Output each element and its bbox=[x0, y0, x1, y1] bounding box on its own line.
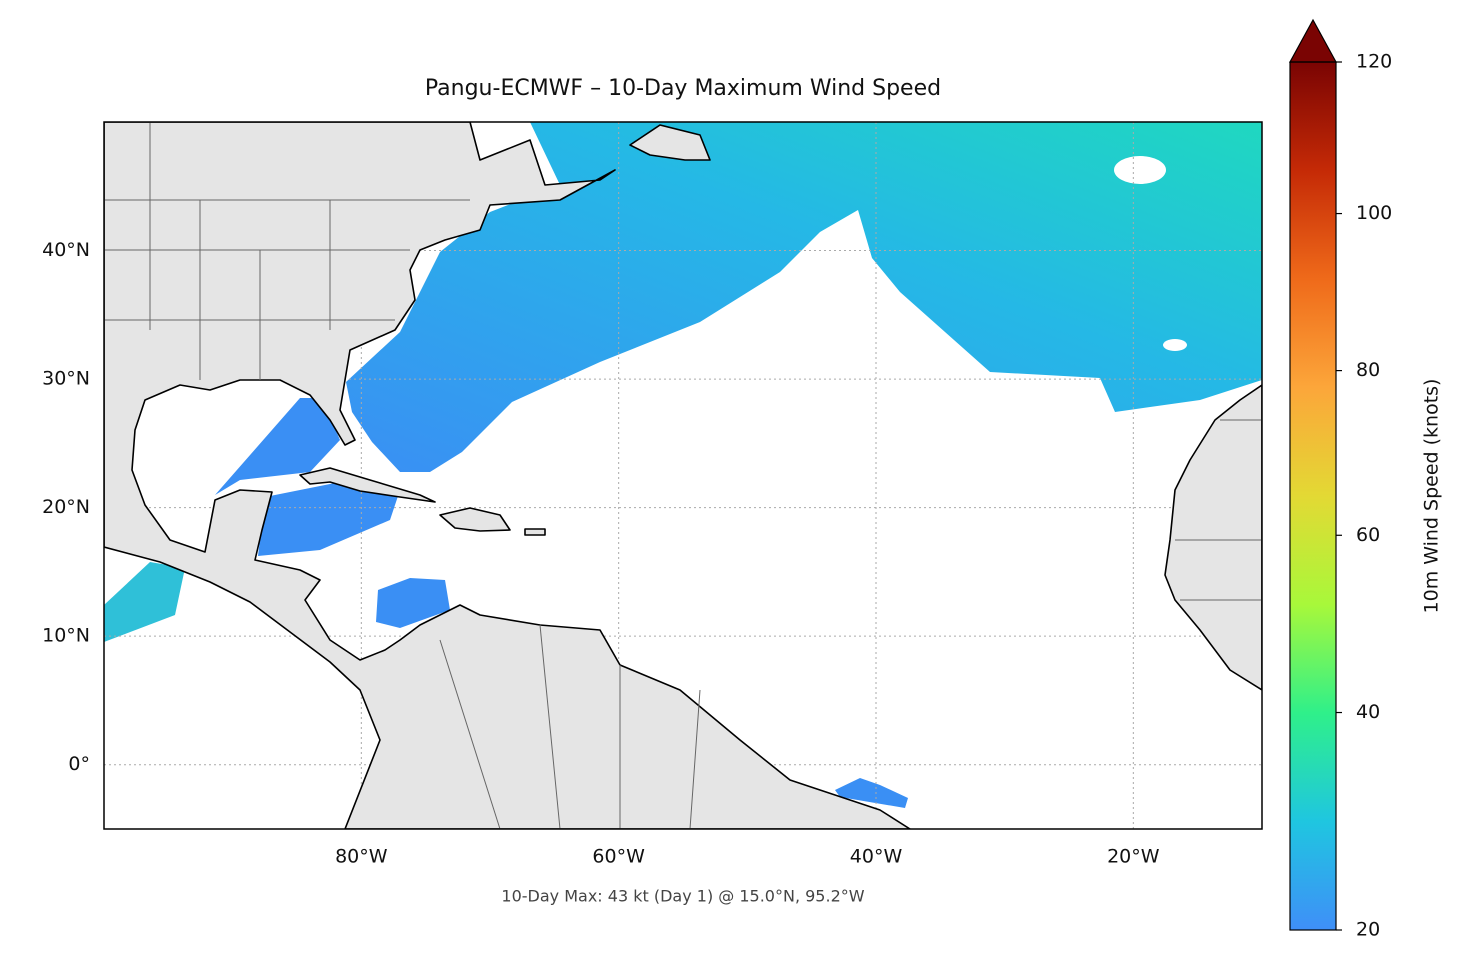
wind-caribbean bbox=[258, 478, 400, 556]
wind-gulf bbox=[215, 398, 340, 495]
cuba bbox=[299, 467, 436, 503]
americas bbox=[104, 122, 911, 829]
wind-patch bbox=[835, 778, 908, 808]
wind-field bbox=[104, 122, 1262, 808]
y-tick-label: 20°N bbox=[42, 496, 90, 518]
colorbar-extend bbox=[1288, 18, 1338, 63]
colorbar-label: 10m Wind Speed (knots) bbox=[1421, 379, 1443, 614]
colorbar-tick-label: 120 bbox=[1356, 51, 1392, 73]
wind-pacific bbox=[104, 562, 185, 642]
colorbar bbox=[1290, 62, 1336, 930]
x-tick-label: 60°W bbox=[592, 846, 645, 868]
map-layers bbox=[104, 122, 1262, 829]
wind-gap bbox=[782, 276, 818, 304]
colorbar-tick-label: 60 bbox=[1356, 524, 1380, 546]
hispaniola bbox=[439, 507, 511, 532]
y-tick-label: 30°N bbox=[42, 368, 90, 390]
y-tick-label: 40°N bbox=[42, 239, 90, 261]
newfoundland bbox=[629, 124, 711, 161]
colorbar-tick-label: 80 bbox=[1356, 359, 1380, 381]
wind-swath bbox=[346, 122, 1262, 472]
colorbar-tick-label: 100 bbox=[1356, 202, 1392, 224]
grid bbox=[104, 122, 1262, 829]
y-tick-label: 10°N bbox=[42, 625, 90, 647]
map-frame bbox=[103, 121, 1263, 830]
x-tick-label: 20°W bbox=[1107, 846, 1160, 868]
x-tick-label: 80°W bbox=[335, 846, 388, 868]
colorbar-tick-label: 20 bbox=[1356, 919, 1380, 941]
puerto-rico bbox=[524, 528, 546, 536]
wind-gap bbox=[1163, 339, 1187, 351]
colorbar-tick-label: 40 bbox=[1356, 701, 1380, 723]
chart-title: Pangu-ECMWF – 10-Day Maximum Wind Speed bbox=[425, 76, 941, 101]
wind-patch bbox=[376, 578, 450, 628]
wind-gap bbox=[1114, 156, 1166, 184]
y-tick-label: 0° bbox=[68, 753, 90, 775]
land bbox=[104, 122, 1262, 829]
x-tick-label: 40°W bbox=[850, 846, 903, 868]
borders bbox=[104, 122, 1262, 829]
africa bbox=[1164, 384, 1262, 691]
annotation: 10-Day Max: 43 kt (Day 1) @ 15.0°N, 95.2… bbox=[501, 887, 864, 906]
colorbar-frame bbox=[1289, 61, 1337, 931]
